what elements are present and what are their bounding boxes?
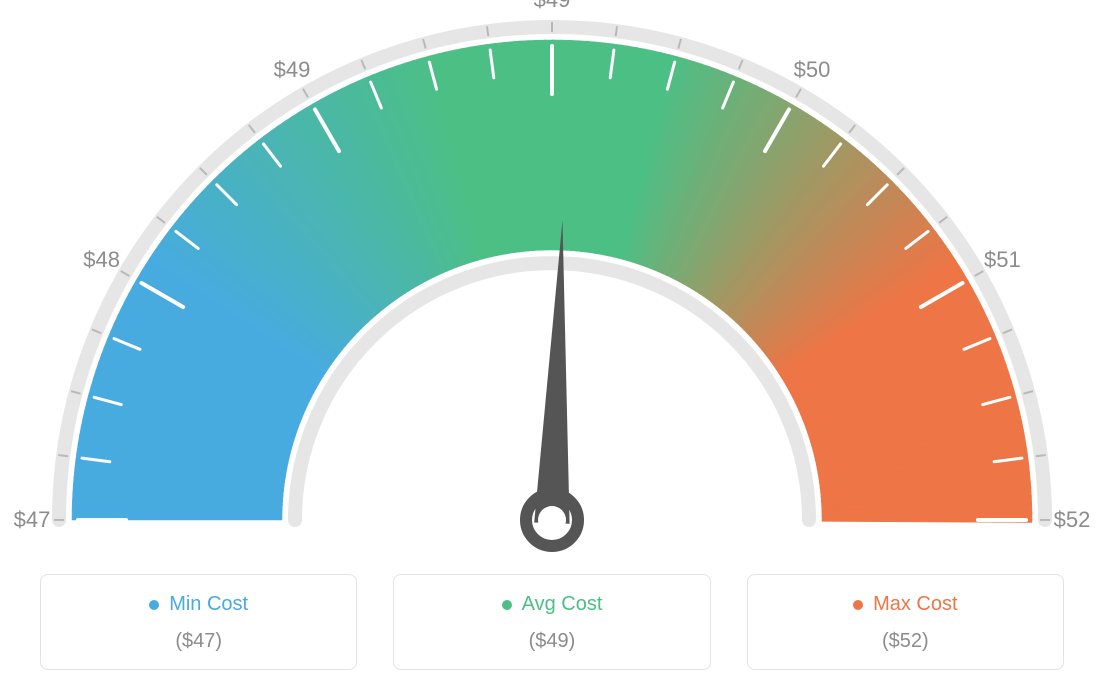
legend-label-max: Max Cost [873,593,957,616]
legend-label-avg: Avg Cost [522,593,603,616]
gauge-tick-label: $49 [274,57,311,83]
legend-title-max: Max Cost [853,593,957,616]
gauge-tick-label: $50 [794,57,831,83]
gauge-tick-label: $48 [83,247,120,273]
gauge-tick-label: $51 [984,247,1021,273]
legend-value-min: ($47) [51,630,346,653]
gauge-tick-label: $49 [534,0,571,13]
gauge-svg [0,0,1104,560]
legend-title-min: Min Cost [149,593,248,616]
legend-card-max: Max Cost ($52) [747,574,1064,670]
legend-dot-min [149,600,159,610]
chart-container: $47 $48 $49 $49 $50 $51 $52 Min Cost ($47) Avg… [0,0,1104,690]
legend-label-min: Min Cost [169,593,248,616]
gauge-tick-label: $52 [1054,507,1091,533]
gauge-chart: $47 $48 $49 $49 $50 $51 $52 [0,0,1104,560]
legend-dot-avg [502,600,512,610]
legend-card-avg: Avg Cost ($49) [393,574,710,670]
legend-value-max: ($52) [758,630,1053,653]
gauge-tick-label: $47 [14,507,51,533]
legend-card-min: Min Cost ($47) [40,574,357,670]
legend-value-avg: ($49) [404,630,699,653]
legend-row: Min Cost ($47) Avg Cost ($49) Max Cost (… [0,574,1104,670]
legend-dot-max [853,600,863,610]
legend-title-avg: Avg Cost [502,593,603,616]
